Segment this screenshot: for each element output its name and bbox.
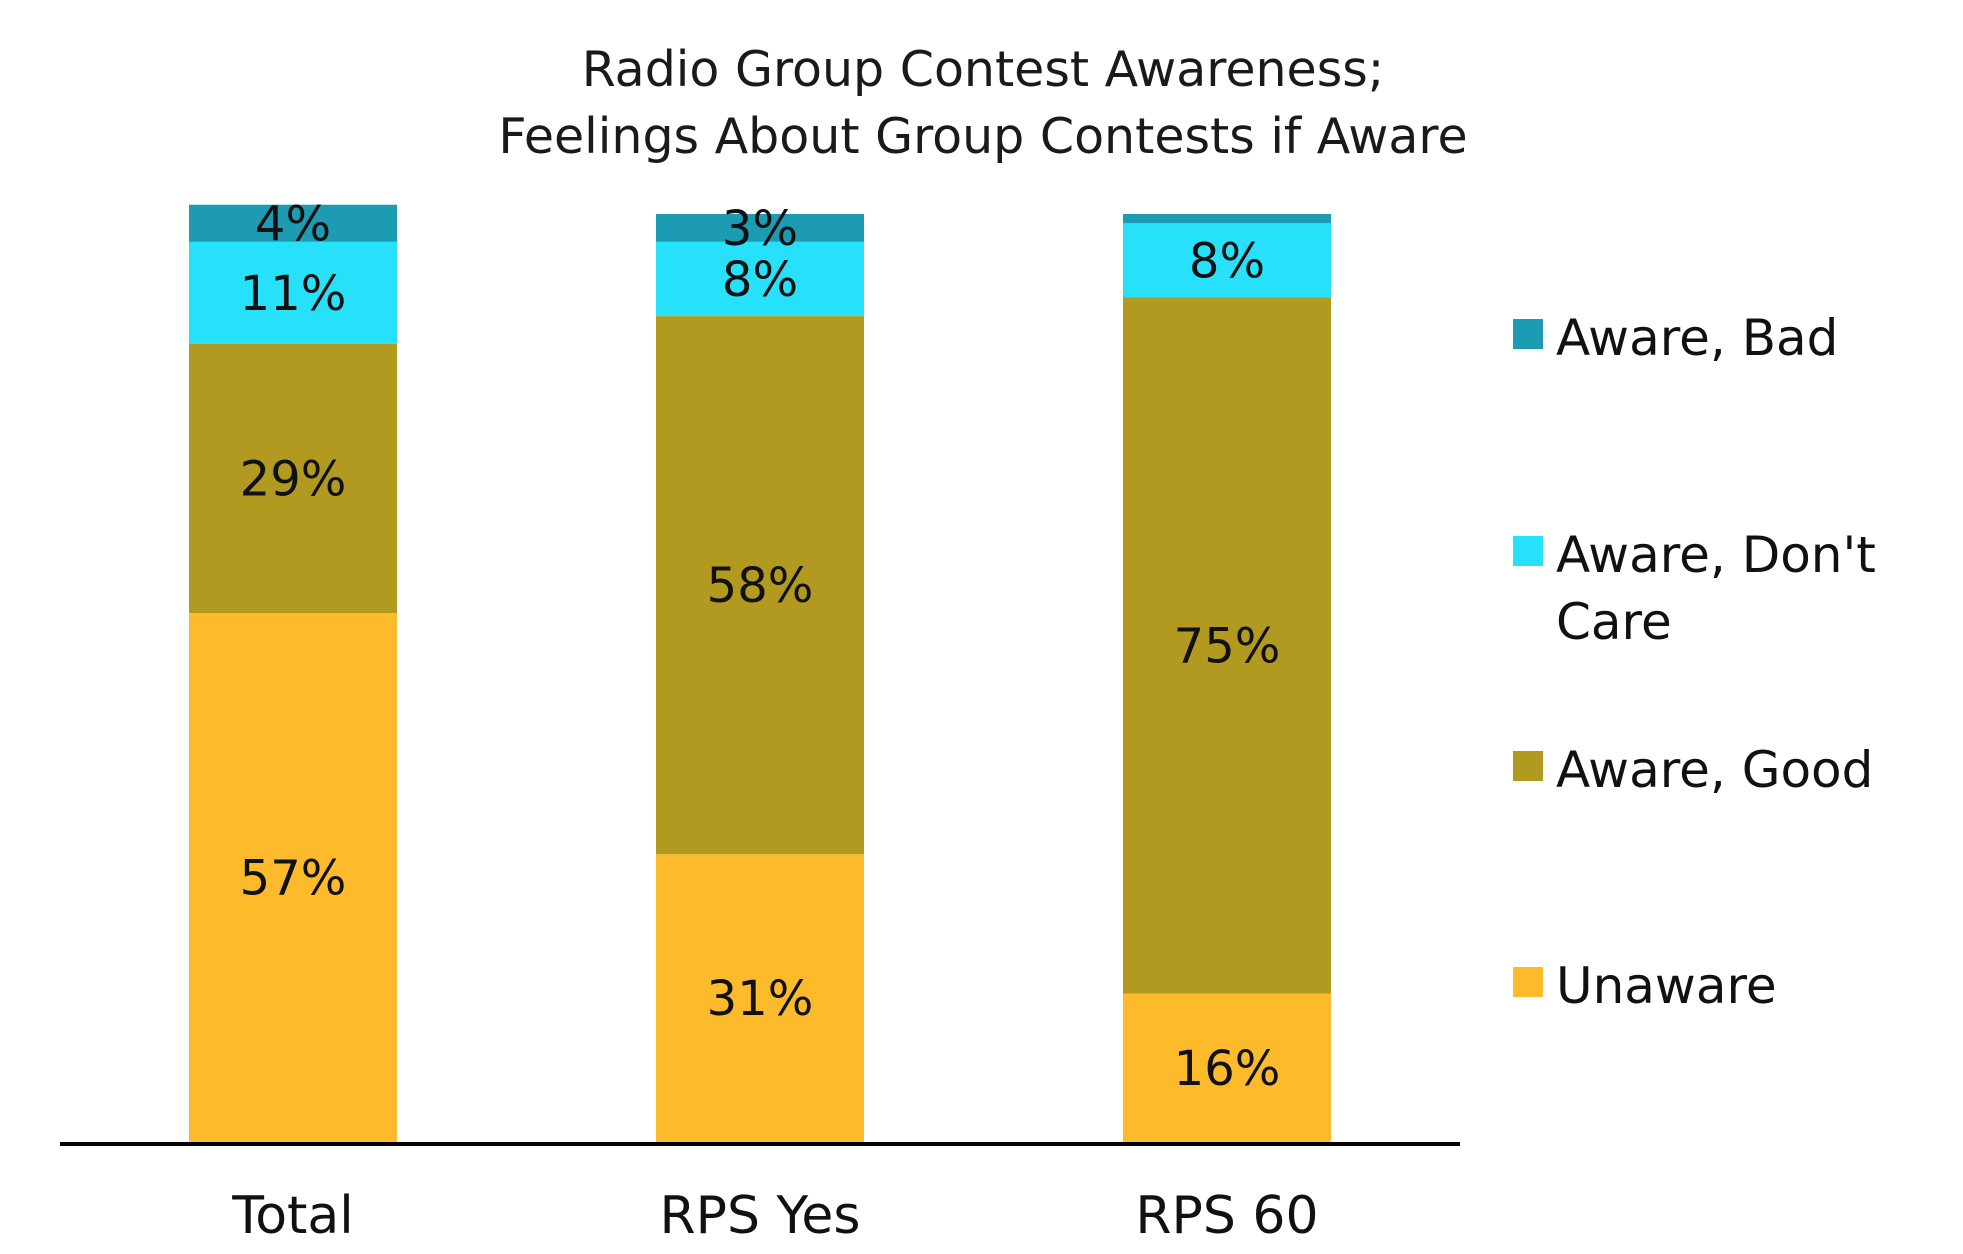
data-label-total-aware-bad: 4% [255,196,331,252]
data-label-rps-60-unaware: 16% [1174,1041,1281,1097]
chart-title: Radio Group Contest Awareness; Feelings … [498,41,1467,165]
bar-rps-60-aware-good [1123,297,1331,994]
legend: Aware, Bad Aware, Don't Care Aware, Good Una… [1513,309,1876,1015]
chart-title-line-1: Radio Group Contest Awareness; [582,41,1385,98]
legend-label-aware-don-t-care-line-1: Aware, Don't [1556,526,1876,584]
legend-label-aware-don-t-care-line-2: Care [1556,593,1672,651]
legend-item-aware-don-t-care: Aware, Don't Care [1513,526,1876,651]
legend-swatch-unaware [1513,967,1543,997]
data-label-rps-yes-aware-bad: 3% [722,201,798,257]
data-label-total-aware-don-t-care: 11% [240,266,347,322]
legend-label-aware-bad: Aware, Bad [1556,309,1838,367]
bar-rps-yes-aware-don-t-care [656,241,864,317]
data-label-total-unaware: 57% [240,851,347,907]
category-label-rps-60: RPS 60 [1135,1186,1318,1246]
category-labels: Total RPS Yes RPS 60 [231,1186,1318,1246]
bar-rps-60-unaware [1123,993,1331,1142]
bar-group-rps-yes: 31% 58% 8%3% [656,201,864,1142]
bar-total-aware-good [189,343,397,614]
category-label-total: Total [231,1186,353,1246]
legend-item-aware-bad: Aware, Bad [1513,309,1838,367]
bar-rps-60-aware-bad [1123,214,1331,224]
legend-item-aware-good: Aware, Good [1513,741,1873,799]
bar-total-aware-don-t-care [189,241,397,344]
chart-title-line-2: Feelings About Group Contests if Aware [498,108,1467,165]
legend-swatch-aware-bad [1513,319,1543,349]
data-label-rps-yes-unaware: 31% [707,971,814,1027]
legend-item-unaware: Unaware [1513,957,1777,1015]
data-label-rps-60-aware-good: 75% [1174,619,1281,675]
bar-group-total: 57% 29% 11% 4% [189,196,397,1142]
legend-swatch-aware-don-t-care [1513,536,1543,566]
data-label-total-aware-good: 29% [240,451,347,507]
bar-groups: 57%29%11%4%31%58%8%3%16%75%8% [189,196,1331,1142]
bar-group-rps-60: 16% 75% 8% [1123,214,1331,1142]
bar-total-aware-bad [189,204,397,242]
legend-label-unaware: Unaware [1556,957,1777,1015]
data-label-rps-yes-aware-good: 58% [707,558,814,614]
bar-rps-60-aware-don-t-care [1123,223,1331,298]
data-label-rps-60-aware-don-t-care: 8% [1189,233,1265,289]
bar-rps-yes-unaware [656,854,864,1142]
bar-total-unaware [189,613,397,1142]
legend-swatch-aware-good [1513,751,1543,781]
data-label-rps-yes-aware-don-t-care: 8% [722,252,798,308]
bar-rps-yes-aware-bad [656,214,864,242]
legend-label-aware-good: Aware, Good [1556,741,1873,799]
bar-rps-yes-aware-good [656,316,864,855]
category-label-rps-yes: RPS Yes [660,1186,861,1246]
